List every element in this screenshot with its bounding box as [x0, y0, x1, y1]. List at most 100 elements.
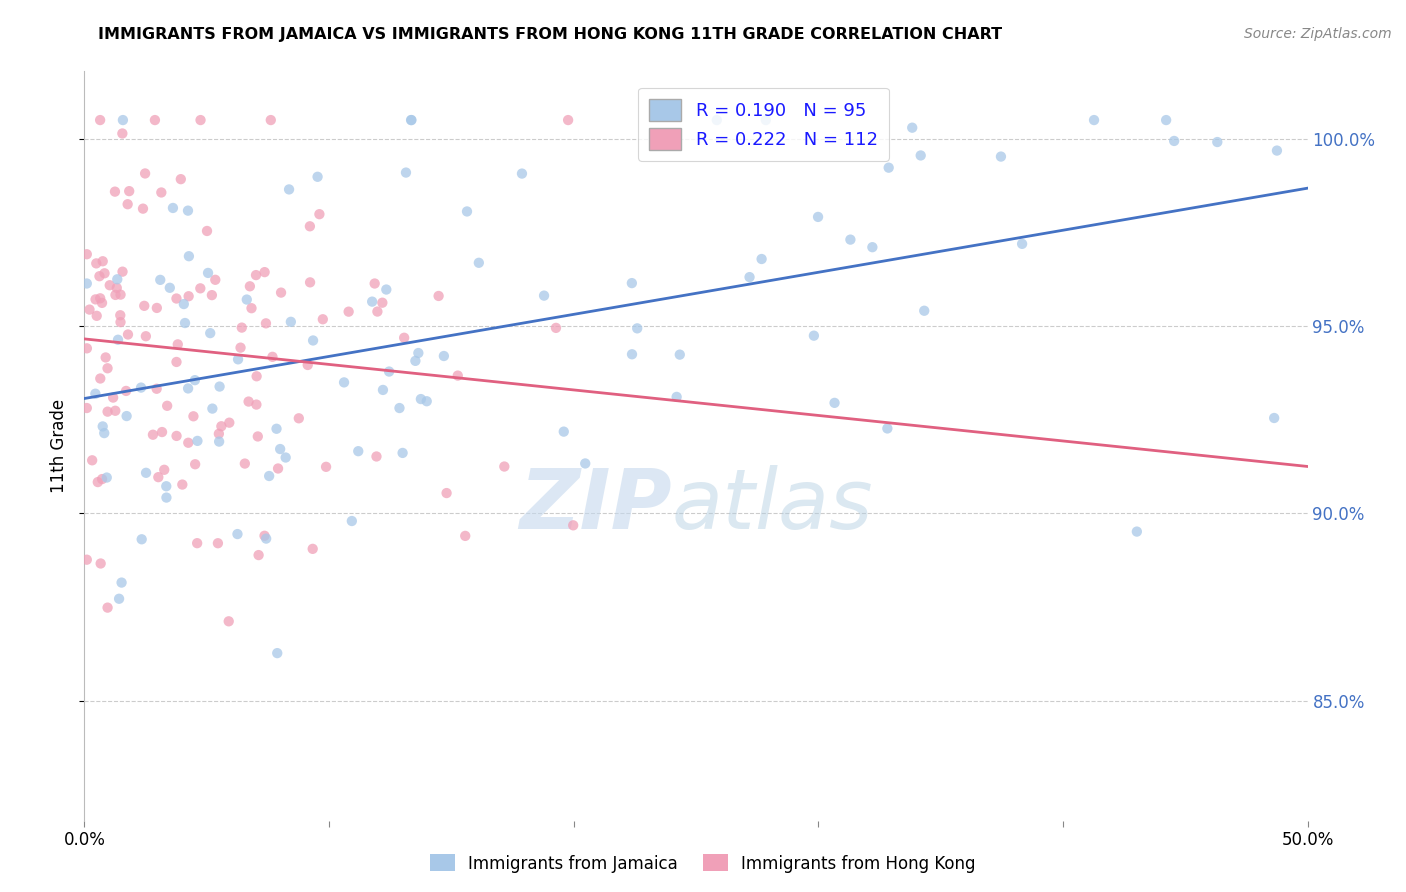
Point — [186, 536, 208, 550]
Point — [142, 427, 165, 442]
Point — [93, 266, 115, 280]
Point — [409, 392, 432, 406]
Point — [1265, 144, 1288, 158]
Point — [494, 459, 516, 474]
Point — [108, 591, 131, 606]
Point — [755, 113, 778, 128]
Point — [96, 470, 118, 484]
Point — [111, 127, 134, 141]
Point — [388, 401, 411, 415]
Point — [166, 429, 188, 443]
Point — [288, 411, 311, 425]
Point — [860, 240, 883, 254]
Point — [361, 294, 384, 309]
Point — [183, 409, 205, 424]
Point — [150, 186, 173, 200]
Point — [177, 381, 200, 395]
Point — [105, 272, 128, 286]
Point — [89, 113, 111, 128]
Point — [93, 426, 115, 441]
Point — [347, 444, 370, 458]
Legend: Immigrants from Jamaica, Immigrants from Hong Kong: Immigrants from Jamaica, Immigrants from… — [423, 847, 983, 880]
Point — [257, 469, 280, 483]
Point — [89, 371, 111, 385]
Point — [253, 265, 276, 279]
Point — [562, 518, 585, 533]
Point — [76, 277, 98, 291]
Point — [89, 269, 111, 284]
Point — [111, 265, 134, 279]
Point — [363, 277, 385, 291]
Point — [218, 615, 240, 629]
Point — [626, 321, 648, 335]
Point — [366, 450, 388, 464]
Point — [245, 268, 267, 282]
Point — [456, 204, 478, 219]
Point — [337, 304, 360, 318]
Point — [110, 287, 132, 301]
Point — [544, 321, 567, 335]
Point — [195, 224, 218, 238]
Point — [184, 373, 207, 387]
Point — [208, 379, 231, 393]
Point — [159, 281, 181, 295]
Point — [188, 281, 211, 295]
Point — [104, 288, 127, 302]
Point — [115, 409, 138, 423]
Point — [620, 276, 643, 290]
Point — [150, 425, 173, 439]
Point — [668, 348, 690, 362]
Point — [76, 247, 98, 261]
Point — [76, 342, 98, 356]
Point — [510, 167, 533, 181]
Point — [84, 293, 107, 307]
Point — [97, 404, 120, 418]
Point — [201, 288, 224, 302]
Point — [177, 289, 200, 303]
Point — [260, 113, 283, 128]
Point — [267, 461, 290, 475]
Point — [76, 401, 98, 415]
Point — [153, 463, 176, 477]
Point — [200, 326, 222, 340]
Point — [226, 352, 249, 367]
Point — [315, 459, 337, 474]
Point — [233, 457, 256, 471]
Point — [96, 361, 118, 376]
Point — [302, 334, 325, 348]
Point — [143, 113, 166, 128]
Point — [101, 391, 124, 405]
Point — [129, 381, 152, 395]
Point — [366, 304, 388, 318]
Point — [135, 466, 157, 480]
Point — [110, 315, 132, 329]
Point — [134, 166, 156, 180]
Point — [340, 514, 363, 528]
Point — [876, 421, 898, 435]
Point — [408, 346, 430, 360]
Point — [404, 354, 426, 368]
Point — [269, 442, 291, 456]
Point — [231, 320, 253, 334]
Point — [1206, 135, 1229, 149]
Point — [91, 254, 114, 268]
Point — [1263, 411, 1285, 425]
Point — [207, 536, 229, 550]
Point — [877, 161, 900, 175]
Point — [297, 358, 319, 372]
Point — [824, 396, 846, 410]
Point — [751, 252, 773, 266]
Point — [135, 329, 157, 343]
Point — [86, 309, 108, 323]
Point — [166, 292, 188, 306]
Point — [665, 390, 688, 404]
Point — [87, 475, 110, 489]
Point — [246, 429, 269, 443]
Point — [395, 165, 418, 179]
Point — [280, 315, 302, 329]
Point — [254, 316, 277, 330]
Point — [98, 278, 121, 293]
Point — [391, 446, 413, 460]
Text: ZIP: ZIP — [519, 466, 672, 547]
Point — [134, 299, 156, 313]
